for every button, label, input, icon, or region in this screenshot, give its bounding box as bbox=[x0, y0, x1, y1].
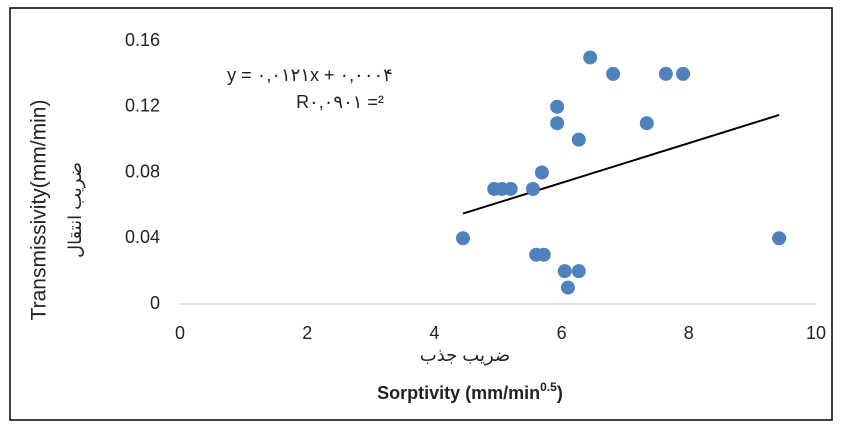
point bbox=[534, 165, 549, 180]
x-tick-label: 0 bbox=[175, 323, 185, 343]
point bbox=[536, 247, 551, 262]
point bbox=[550, 99, 565, 114]
point bbox=[557, 264, 572, 279]
chart-frame bbox=[9, 7, 833, 421]
y-tick-label: 0 bbox=[150, 293, 160, 313]
x-tick-label: 2 bbox=[302, 323, 312, 343]
point bbox=[550, 116, 565, 131]
point bbox=[772, 231, 787, 246]
equation: y = ۰,۰۱۲۱x + ۰,۰۰۰۴ bbox=[227, 65, 393, 85]
point bbox=[639, 116, 654, 131]
y-tick-label: 0.04 bbox=[125, 227, 160, 247]
point bbox=[658, 66, 673, 81]
point bbox=[583, 50, 598, 65]
x-label: Sorptivity (mm/min0.5) bbox=[377, 380, 563, 403]
point bbox=[503, 181, 518, 196]
point bbox=[560, 280, 575, 295]
y-tick-label: 0.16 bbox=[125, 30, 160, 50]
x-label-main: Sorptivity (mm/min bbox=[377, 383, 540, 403]
x-tick-label: 8 bbox=[684, 323, 694, 343]
point bbox=[606, 66, 621, 81]
x-tick-label: 4 bbox=[429, 323, 439, 343]
point bbox=[571, 132, 586, 147]
x-label-sup: 0.5 bbox=[540, 380, 557, 394]
point bbox=[456, 231, 471, 246]
trendline bbox=[462, 114, 780, 215]
y-label: Transmissivity(mm/min) bbox=[28, 100, 51, 321]
x-label-fa: ضریب جذب bbox=[420, 345, 510, 366]
x-tick-label: 10 bbox=[806, 323, 826, 343]
point bbox=[676, 66, 691, 81]
y-tick-label: 0.12 bbox=[125, 96, 160, 116]
y-tick-label: 0.08 bbox=[125, 161, 160, 181]
x-label-end: ) bbox=[557, 383, 563, 403]
x-tick-label: 6 bbox=[557, 323, 567, 343]
y-label-fa: ضریب انتقال bbox=[65, 162, 86, 258]
point bbox=[571, 264, 586, 279]
r-squared: R۰,۰۹۰۱ =² bbox=[296, 92, 384, 112]
point bbox=[525, 181, 540, 196]
